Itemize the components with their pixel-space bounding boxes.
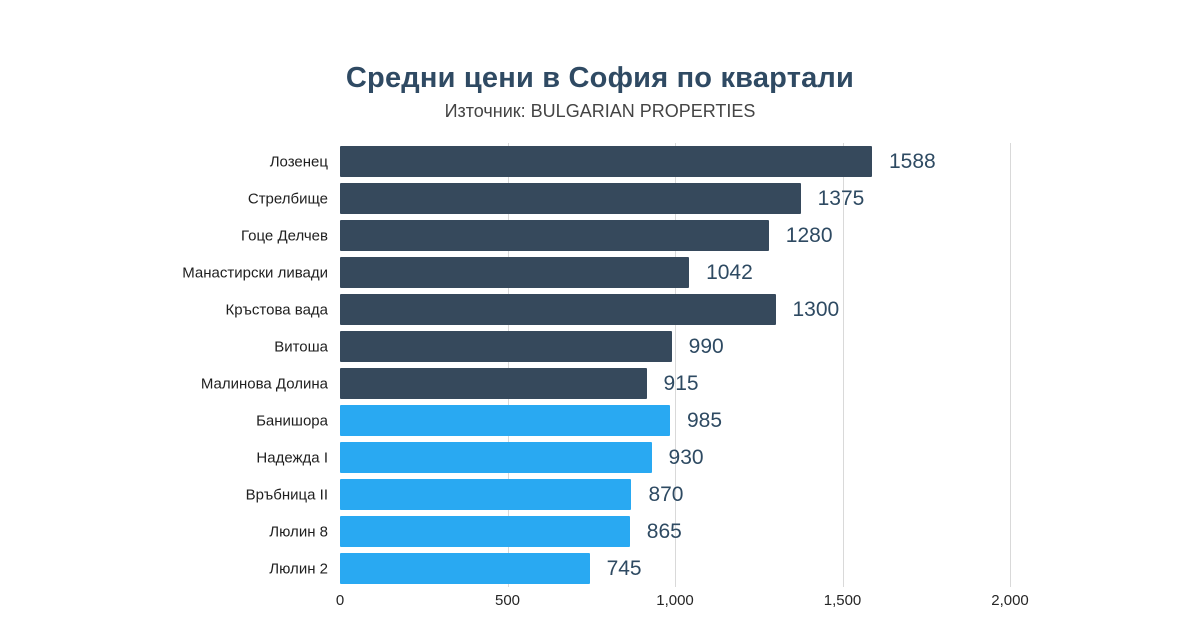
bar — [340, 257, 690, 288]
bar — [340, 516, 630, 547]
category-label: Гоце Делчев — [241, 227, 328, 244]
value-label: 1280 — [785, 223, 833, 247]
bar-row: Малинова Долина 915 — [201, 365, 1010, 402]
category-label: Кръстова вада — [225, 301, 328, 318]
gridline — [675, 143, 676, 587]
bar — [340, 331, 672, 362]
value-label: 915 — [663, 371, 699, 395]
value-label: 1588 — [888, 149, 936, 173]
category-label: Лозенец — [269, 153, 328, 170]
category-label: Манастирски ливади — [182, 264, 328, 281]
value-label: 1300 — [792, 297, 840, 321]
value-label: 990 — [688, 334, 724, 358]
value-label: 930 — [668, 445, 704, 469]
bar-row: Люлин 2 745 — [269, 550, 1010, 587]
value-label: 1375 — [817, 186, 865, 210]
x-tick-label: 1,000 — [656, 592, 694, 609]
gridline — [1010, 143, 1011, 587]
value-label: 865 — [646, 519, 682, 543]
category-label: Люлин 8 — [269, 523, 328, 540]
bar-row: Банишора 985 — [256, 402, 1010, 439]
value-label: 870 — [648, 482, 684, 506]
category-label: Витоша — [274, 338, 328, 355]
bar-row: Витоша 990 — [274, 328, 1010, 365]
bar-row: Люлин 8 865 — [269, 513, 1010, 550]
bar-row: Гоце Делчев 1280 — [241, 217, 1010, 254]
bar — [340, 368, 647, 399]
x-axis: 0 500 1,000 1,500 2,000 — [336, 587, 1029, 611]
x-tick-label: 500 — [494, 592, 521, 609]
bar — [340, 479, 632, 510]
category-label: Надежда I — [256, 449, 328, 466]
gridline — [842, 143, 844, 587]
bar — [340, 442, 652, 473]
category-label: Банишора — [256, 412, 328, 429]
value-label: 745 — [606, 556, 642, 580]
bar-row: Надежда I 930 — [256, 439, 1010, 476]
x-tick-label: 2,000 — [991, 592, 1029, 609]
bar-row: Стрелбище 1375 — [248, 180, 1010, 217]
bar — [340, 183, 801, 214]
chart-title: Средни цени в София по квартали — [345, 62, 855, 94]
bar-row: Манастирски ливади 1042 — [182, 254, 1010, 291]
plot-area: Лозенец 1588 Стрелбище 1375 Гоце Делчев 1280 М… — [182, 143, 1011, 587]
bar-row: Лозенец 1588 — [270, 143, 1010, 180]
value-label: 1042 — [706, 260, 753, 284]
category-label: Люлин 2 — [269, 560, 328, 577]
bar-row: Кръстова вада 1300 — [225, 291, 1010, 328]
bar — [340, 553, 590, 584]
chart-subtitle: Източник: BULGARIAN PROPERTIES — [444, 101, 756, 121]
x-tick-label: 0 — [335, 592, 345, 609]
bar — [340, 405, 670, 436]
bar — [340, 220, 769, 251]
bar — [340, 146, 872, 177]
value-label: 985 — [686, 408, 723, 432]
bar — [340, 294, 776, 325]
category-label: Малинова Долина — [200, 375, 328, 392]
bar-row: Връбница II 870 — [246, 476, 1010, 513]
x-tick-label: 1,500 — [823, 592, 862, 609]
gridline — [507, 143, 509, 587]
category-label: Връбница II — [245, 486, 328, 503]
chart-header: Средни цени в София по квартали Източник… — [0, 0, 1200, 122]
category-label: Стрелбище — [247, 190, 328, 207]
